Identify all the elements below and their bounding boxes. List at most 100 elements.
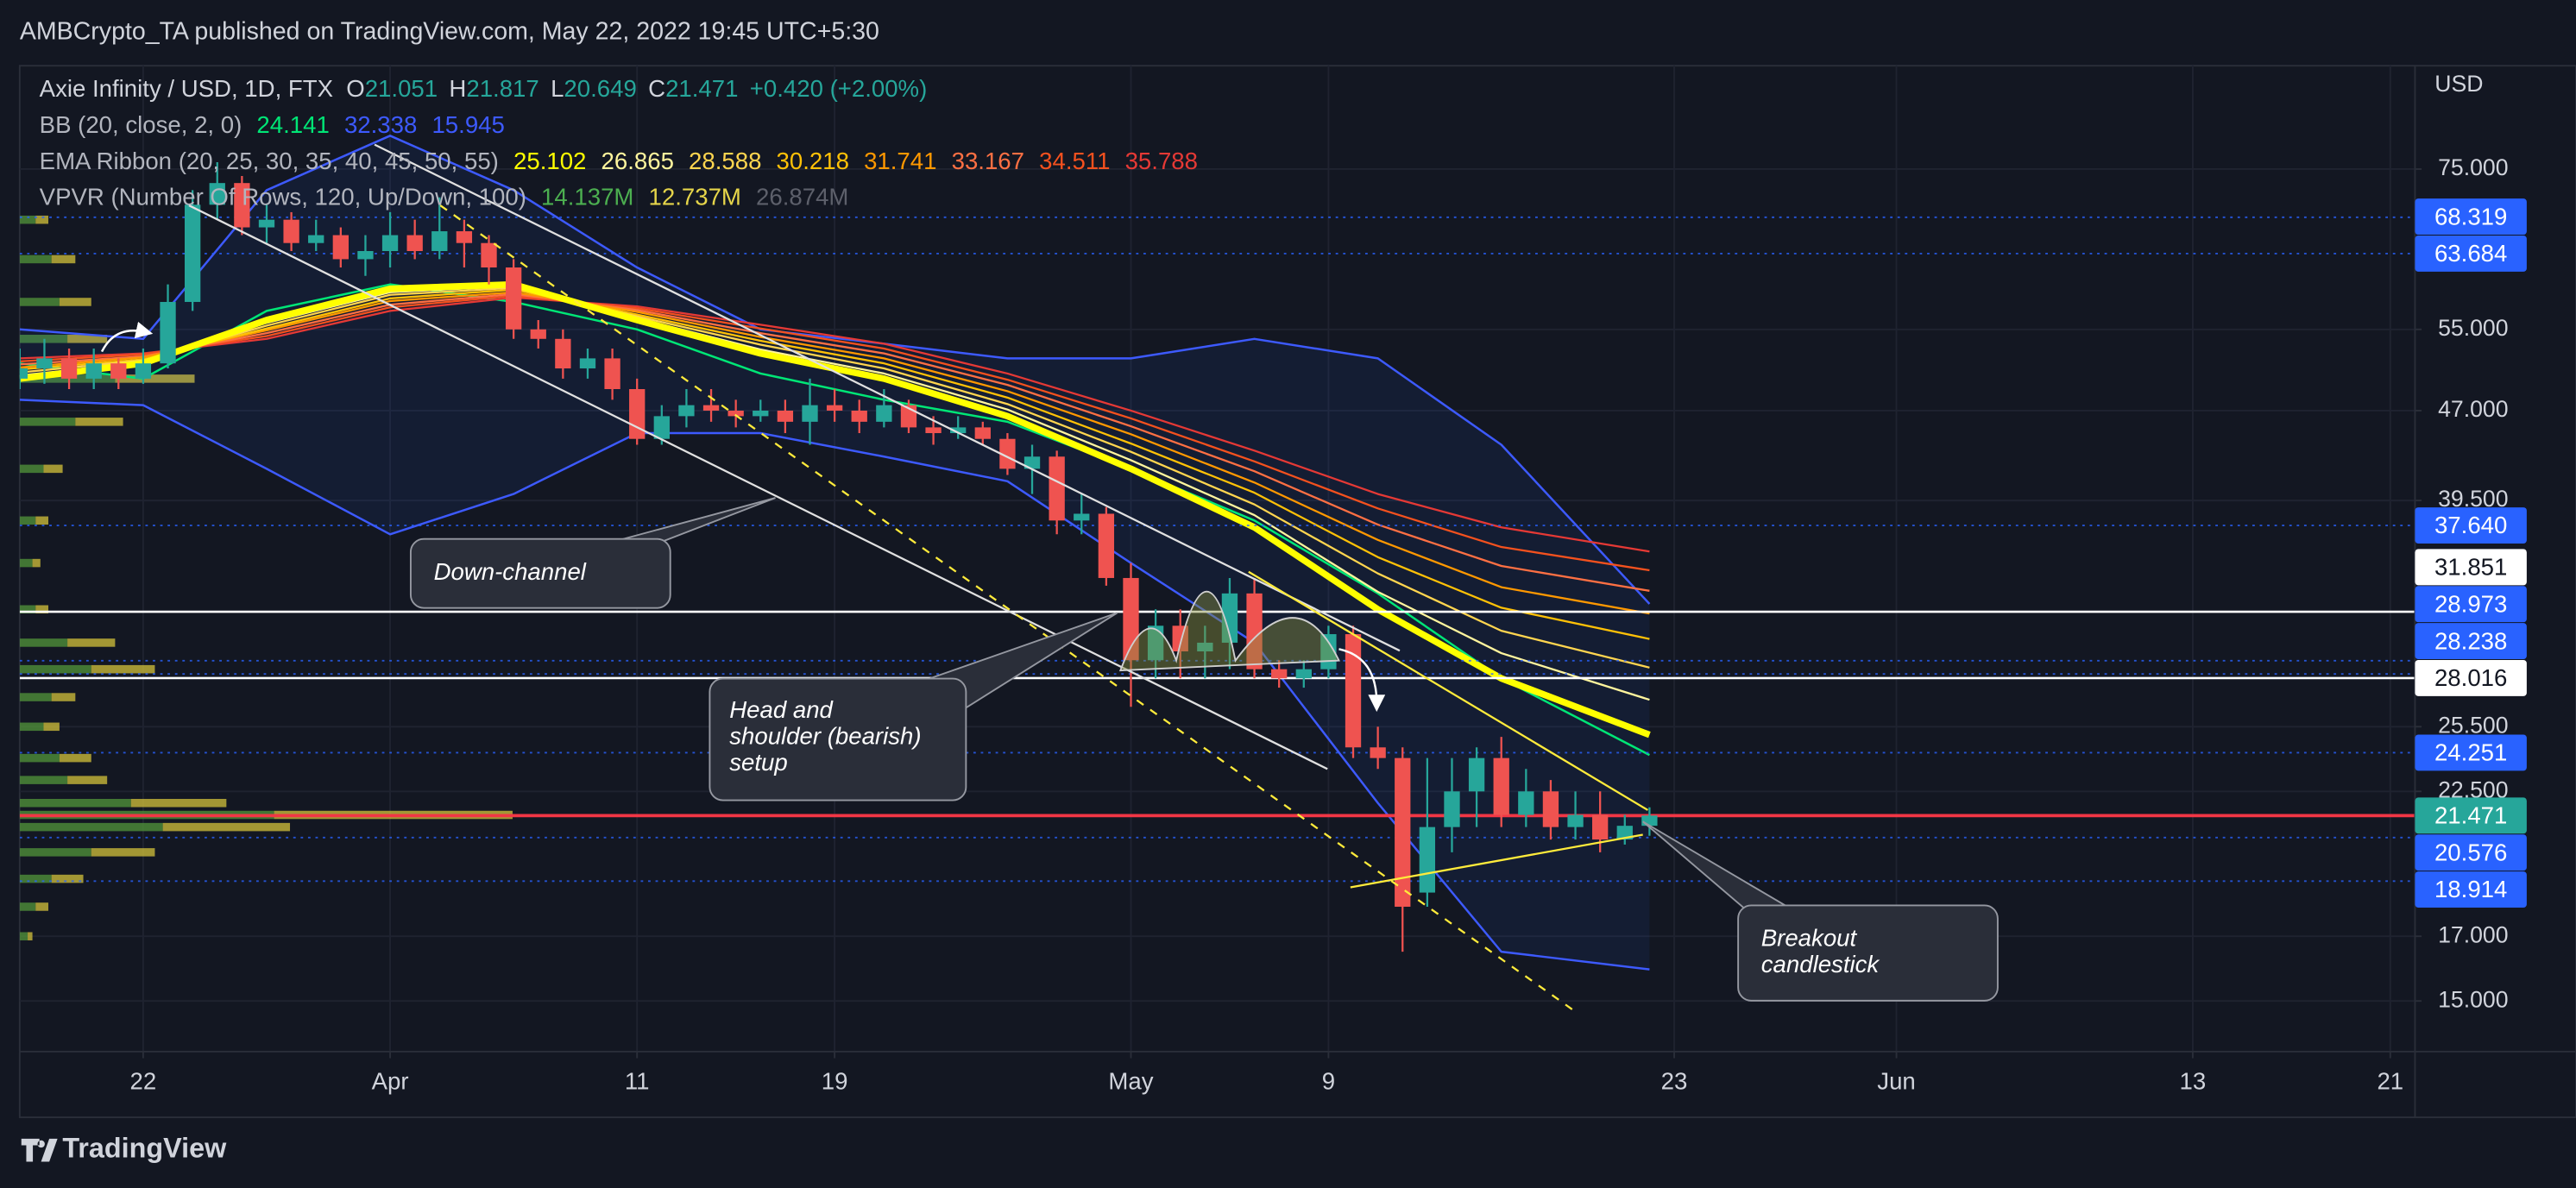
vpvr-up [19,464,44,474]
vpvr-up [19,516,36,525]
vpvr-down [67,638,116,647]
bb-line [19,135,1651,605]
candle-body [308,235,324,243]
vpvr-up [19,418,76,426]
callout-box [409,537,671,609]
vpvr-up [19,822,163,832]
y-tick-label: 75.000 [2438,154,2508,180]
candle-body [1345,634,1362,748]
candle-body [209,183,225,205]
candle-body [234,183,250,228]
vpvr-down [91,848,155,857]
vpvr-down [35,516,49,525]
arrow [100,321,154,353]
y-tick-label: 17.000 [2438,921,2508,947]
candle-body [1197,642,1213,652]
y-tick-label: 25.500 [2438,712,2508,738]
candle-body [160,301,176,364]
bb-line [19,283,1650,757]
x-tick-label: 21 [2377,1067,2403,1094]
annotation-text: shoulder (bearish) [729,722,921,749]
candle-body [1616,826,1633,840]
vpvr-up [19,932,28,940]
ema-line [19,292,1650,592]
price-label: 28.238 [2434,627,2507,654]
x-tick-label: 11 [625,1067,650,1094]
legend-value: 35.788 [1125,148,1198,174]
candle-body [60,358,78,379]
legend-change-pct: (+2.00%) [830,75,928,102]
vpvr-down [91,664,155,674]
price-label-box [2415,198,2527,236]
price-label: 20.576 [2434,839,2507,865]
candle-body [753,410,769,417]
vpvr-down [67,335,108,343]
legend-ohlc-letter: O [346,75,364,102]
candle-body [431,231,448,251]
candle-body [406,235,423,251]
footer-logo [21,1138,58,1162]
trend-line [1350,833,1643,889]
legend-value: 31.741 [864,148,936,174]
candle-body [1518,791,1534,815]
candle-body [481,242,497,268]
candle-body [727,410,744,417]
price-label-box [2415,236,2527,272]
vpvr-up [19,722,44,732]
candle-body [802,405,818,422]
candle-body [110,363,127,379]
price-label: 18.914 [2434,876,2507,902]
x-tick-label: Apr [372,1067,409,1094]
candle-body [1221,593,1238,643]
brand: TradingView [62,1133,227,1164]
x-tick-label: 22 [130,1067,157,1094]
y-tick-label: 55.000 [2438,315,2508,341]
legend-ohlc-letter: L [551,75,564,102]
price-label-box [2415,507,2527,544]
candle-body [1592,814,1609,840]
price-label: 24.251 [2434,739,2507,766]
candle-body [1567,814,1584,827]
y-tick-label: 15.000 [2438,986,2508,1012]
candle-body [36,358,53,369]
candle-body [1370,747,1386,758]
candle-body [777,410,794,422]
legend-title: Axie Infinity / USD, 1D, FTX [40,75,333,102]
annotation-text: candlestick [1761,951,1880,977]
vpvr-down [115,374,195,383]
price-label-box [2415,586,2527,623]
annotation-text: Head and [729,696,834,723]
candle-body [925,427,942,434]
price-label-box [2415,834,2527,871]
legend-value: 34.511 [1039,148,1110,174]
vpvr-down [51,874,84,883]
candle-body [357,250,374,260]
x-tick-label: 13 [2180,1067,2207,1094]
annotation-text: setup [729,749,788,776]
vpvr-up [19,605,36,614]
bb-line [19,399,1650,971]
candle-body [1023,456,1041,469]
candle-body [258,219,275,228]
candle-body [332,235,349,260]
vpvr-down [59,753,91,763]
price-label-box [2415,659,2527,696]
legend-name: BB (20, close, 2, 0) [40,111,242,138]
x-tick-label: 23 [1661,1067,1688,1094]
legend-value: 32.338 [344,111,417,138]
candle-body [851,410,867,422]
candle-body [85,363,102,379]
vpvr-up [19,664,91,674]
price-label-box [2415,871,2527,908]
x-tick-label: May [1108,1067,1153,1094]
legend-ohlc-letter: H [449,75,466,102]
candle-body [1493,757,1509,815]
legend-value: 14.137M [541,184,633,211]
ema-line [19,288,1650,640]
legend-value: 30.218 [777,148,849,174]
vpvr-up [19,776,68,784]
ema-line [19,296,1650,553]
y-tick-label: 47.000 [2438,396,2508,422]
candle-body [1295,669,1312,679]
drawings: Down-channel Head and shoulder (bearish)… [100,143,1999,1012]
